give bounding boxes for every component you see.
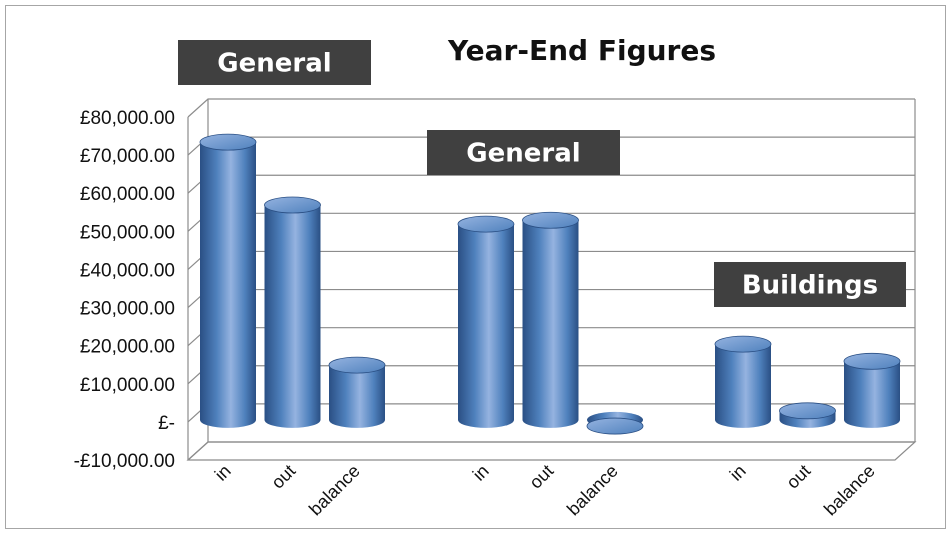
x-tick-label: balance xyxy=(305,461,364,520)
y-tick-label: £60,000.00 xyxy=(80,184,175,205)
bar xyxy=(779,402,836,428)
bar xyxy=(264,196,321,428)
y-tick-label: £20,000.00 xyxy=(80,337,175,358)
y-tick-label: £- xyxy=(158,413,175,434)
bar xyxy=(328,356,386,428)
group-label: General xyxy=(427,130,620,175)
gridline xyxy=(187,174,915,194)
x-tick-label: in xyxy=(211,461,235,485)
y-tick-label: £40,000.00 xyxy=(80,260,175,281)
x-tick-label: out xyxy=(267,461,299,493)
bar xyxy=(843,352,901,428)
y-tick-label: £50,000.00 xyxy=(80,222,175,243)
y-axis-ticks: £80,000.00 £70,000.00 £60,000.00 £50,000.00… xyxy=(74,108,175,472)
group-label: Buildings xyxy=(714,262,906,307)
svg-text:General: General xyxy=(217,49,331,79)
chart-title: Year-End Figures xyxy=(447,34,716,67)
gridline xyxy=(187,441,915,461)
chart-floor xyxy=(186,441,917,461)
y-tick-label: £70,000.00 xyxy=(80,146,175,167)
bar xyxy=(199,133,257,428)
y-tick-label: -£10,000.00 xyxy=(74,451,175,472)
gridline xyxy=(187,98,915,118)
x-tick-label: in xyxy=(469,461,493,485)
x-tick-label: out xyxy=(782,461,814,493)
x-tick-label: out xyxy=(525,461,557,493)
y-tick-label: £30,000.00 xyxy=(80,299,175,320)
bar xyxy=(457,215,515,428)
svg-text:Buildings: Buildings xyxy=(742,271,878,301)
group-label: General xyxy=(178,40,371,85)
svg-text:General: General xyxy=(466,139,580,169)
y-tick-label: £10,000.00 xyxy=(80,375,175,396)
bar xyxy=(586,411,644,435)
x-axis-ticks: in out balance in out balance in out balance xyxy=(211,461,879,520)
group-labels: General General Buildings xyxy=(178,40,906,307)
bar xyxy=(714,335,772,428)
x-tick-label: balance xyxy=(563,461,622,520)
x-tick-label: in xyxy=(726,461,750,485)
x-tick-label: balance xyxy=(820,461,879,520)
bar xyxy=(522,211,579,428)
bars xyxy=(199,133,901,435)
y-tick-label: £80,000.00 xyxy=(80,108,175,129)
